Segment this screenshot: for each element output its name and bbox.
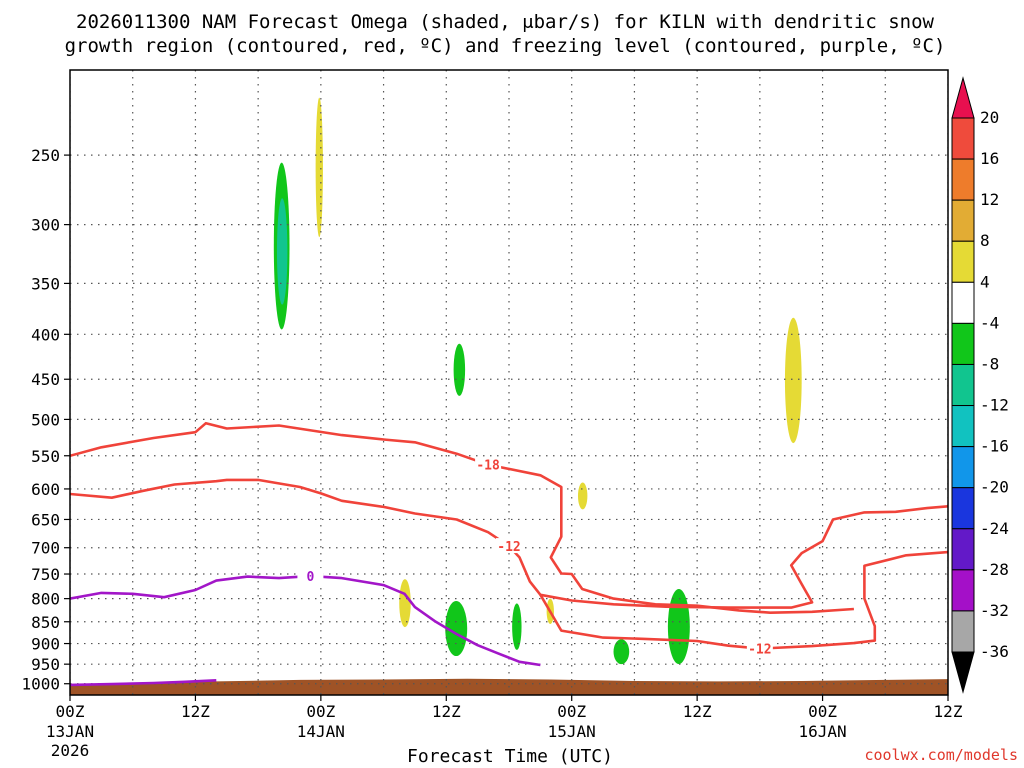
contour-label-0: -18 [476, 459, 500, 474]
plot-inner: -18 -12 -12 0 [70, 70, 948, 695]
contour-label-bg-3 [297, 568, 324, 584]
colorbar-box-2 [951, 199, 975, 242]
colorbar-box-12 [951, 610, 975, 653]
y-tick-label-15: 1000 [21, 675, 60, 694]
contour-label-2: -12 [748, 643, 771, 658]
colorbar-label-3: 8 [980, 231, 990, 250]
colorbar-label-11: -28 [980, 560, 1009, 579]
colorbar-label-7: -12 [980, 396, 1009, 415]
omega-region-3 [399, 579, 411, 628]
colorbar-box-6 [951, 363, 975, 407]
plot-background [70, 70, 948, 695]
colorbar-label-0: 20 [980, 108, 999, 127]
omega-region-7 [784, 317, 802, 444]
contour-3 [70, 574, 541, 667]
credit-text[interactable]: coolwx.com/models [864, 746, 1018, 764]
x-tick-label-1: 12Z [181, 702, 210, 721]
y-tick-label-8: 650 [31, 510, 60, 529]
colorbar-label-9: -20 [980, 478, 1009, 497]
contour-label-1: -12 [497, 540, 520, 555]
y-tick-label-4: 450 [31, 370, 60, 389]
x-tick-label-3: 12Z [432, 702, 461, 721]
colorbar-box-9 [951, 487, 975, 530]
x-tick-label-0: 00Z [56, 702, 85, 721]
contour-4 [70, 679, 217, 687]
plot-frame [69, 69, 949, 696]
colorbar-label-12: -32 [980, 601, 1009, 620]
colorbar-label-13: -36 [980, 642, 1009, 661]
y-tick-label-7: 600 [31, 480, 60, 499]
omega-region-9 [667, 588, 690, 665]
y-tick-label-14: 950 [31, 655, 60, 674]
contour-label-bg-2 [746, 640, 773, 656]
x-axis-label: Forecast Time (UTC) [407, 746, 613, 767]
y-tick-label-1: 300 [31, 216, 60, 235]
colorbar-box-5 [951, 322, 975, 365]
colorbar-box-7 [951, 405, 975, 448]
contour-label-bg-1 [496, 538, 522, 554]
omega-region-5 [512, 603, 522, 650]
colorbar-label-2: 12 [980, 190, 999, 209]
x-tick-label-2: 00Z [306, 702, 335, 721]
omega-region-2 [315, 97, 323, 238]
chart-title-line-1: 2026011300 NAM Forecast Omega (shaded, μ… [76, 11, 934, 33]
x-tick-date-6: 16JAN [798, 722, 846, 741]
omega-region-1 [276, 198, 288, 305]
y-tick-label-3: 400 [31, 325, 60, 344]
x-tick-date-4: 15JAN [548, 722, 596, 741]
colorbar-label-10: -24 [980, 519, 1009, 538]
contour-label-3: 0 [306, 570, 314, 585]
y-axis: 250 300 350 400 450 500 550 600 650 700 750 800 850 9… [21, 146, 70, 694]
y-tick-label-10: 750 [31, 565, 60, 584]
colorbar: 20 16 12 8 4 -4 -8 -12 -16 -20 -24 -28 -32 -36 [951, 76, 1009, 694]
x-tick-label-6: 00Z [808, 702, 837, 721]
colorbar-box-1 [951, 158, 975, 201]
contour-0 [70, 421, 854, 614]
colorbar-box-10 [951, 528, 975, 571]
x-tick-date-2: 14JAN [297, 722, 345, 741]
y-tick-label-0: 250 [31, 146, 60, 165]
colorbar-box-3 [951, 240, 975, 283]
y-tick-label-9: 700 [31, 539, 60, 558]
omega-region-4 [445, 601, 468, 657]
y-tick-label-2: 350 [31, 274, 60, 293]
y-tick-label-12: 850 [31, 613, 60, 632]
omega-region-10 [613, 639, 630, 665]
y-tick-label-6: 550 [31, 447, 60, 466]
contour-label-bg-0 [475, 456, 502, 472]
plot-area: -18 -12 -12 0 [69, 69, 949, 696]
colorbar-box-0 [951, 117, 975, 160]
y-tick-label-11: 800 [31, 590, 60, 609]
colorbar-box-8 [951, 446, 975, 489]
colorbar-label-1: 16 [980, 149, 999, 168]
y-tick-label-5: 500 [31, 410, 60, 429]
contour-2 [539, 550, 948, 650]
colorbar-label-6: -8 [980, 354, 999, 373]
x-tick-year-0: 2026 [51, 741, 90, 760]
x-tick-date-0: 13JAN [46, 722, 94, 741]
x-tick-label-7: 12Z [934, 702, 963, 721]
colorbar-label-8: -16 [980, 437, 1009, 456]
colorbar-box-11 [951, 569, 975, 612]
x-tick-label-4: 00Z [557, 702, 586, 721]
x-tick-label-5: 12Z [683, 702, 712, 721]
colorbar-bottom-arrow [951, 651, 975, 694]
omega-region-11 [453, 343, 466, 396]
colorbar-label-4: 4 [980, 272, 990, 291]
colorbar-top-arrow [951, 76, 975, 119]
contour-1 [70, 478, 948, 609]
chart-title-line-2: growth region (contoured, red, ºC) and f… [65, 35, 946, 57]
colorbar-box-4 [951, 281, 975, 324]
colorbar-label-5: -4 [980, 313, 999, 332]
y-tick-label-13: 900 [31, 635, 60, 654]
omega-region-8 [577, 482, 588, 510]
